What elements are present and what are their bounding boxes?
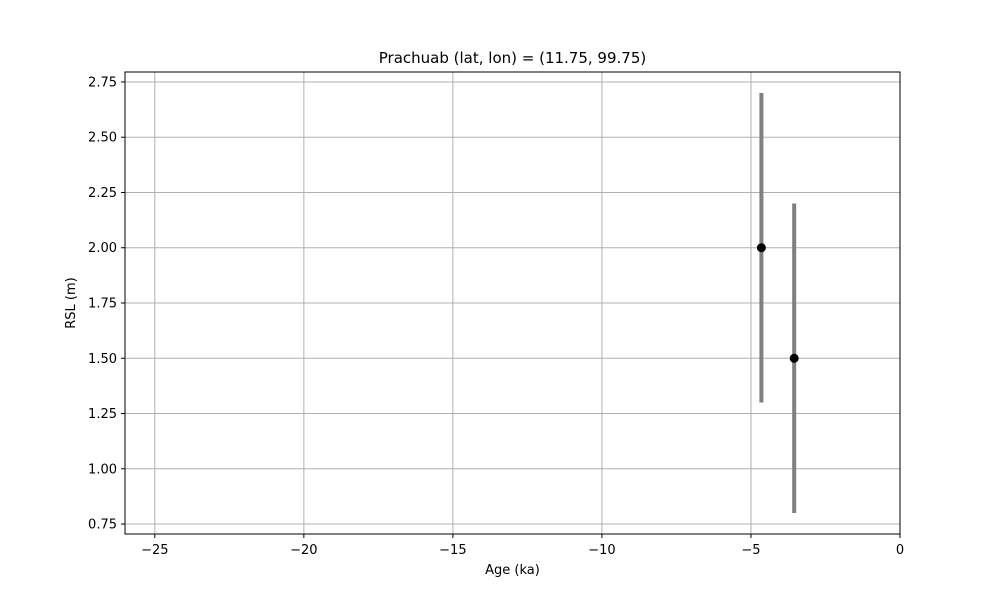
y-tick-label: 2.75 bbox=[88, 75, 117, 90]
grid bbox=[125, 72, 901, 534]
y-axis-ticks: 0.75 1.00 1.25 1.50 1.75 2.00 2.25 2.50 2.75 bbox=[88, 75, 125, 533]
y-tick-label: 1.75 bbox=[88, 297, 117, 312]
x-tick-label: −5 bbox=[741, 543, 760, 558]
y-tick-label: 2.50 bbox=[88, 131, 117, 146]
y-tick-label: 1.00 bbox=[88, 462, 117, 477]
x-axis-ticks: −25 −20 −15 −10 −5 0 bbox=[141, 534, 904, 558]
x-tick-label: 0 bbox=[896, 543, 904, 558]
y-tick-label: 0.75 bbox=[88, 518, 117, 533]
y-tick-label: 1.50 bbox=[88, 352, 117, 367]
x-tick-label: −20 bbox=[290, 543, 317, 558]
x-tick-label: −10 bbox=[588, 543, 615, 558]
data-points bbox=[756, 243, 799, 363]
data-point bbox=[756, 243, 766, 253]
x-tick-label: −15 bbox=[439, 543, 466, 558]
x-tick-label: −25 bbox=[141, 543, 168, 558]
y-tick-label: 1.25 bbox=[88, 407, 117, 422]
y-tick-label: 2.25 bbox=[88, 186, 117, 201]
y-axis-label: RSL (m) bbox=[64, 277, 79, 328]
chart-title: Prachuab (lat, lon) = (11.75, 99.75) bbox=[379, 49, 646, 67]
x-axis-label: Age (ka) bbox=[485, 563, 540, 578]
y-tick-label: 2.00 bbox=[88, 241, 117, 256]
data-point bbox=[789, 353, 799, 363]
